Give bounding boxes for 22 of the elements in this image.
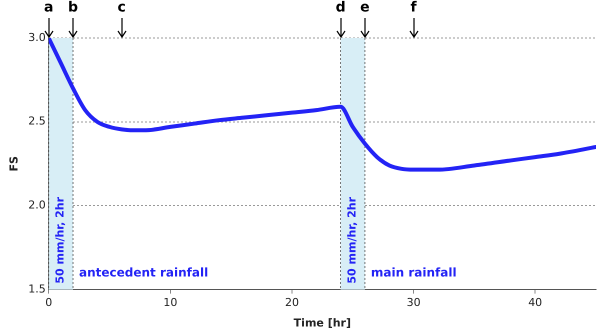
annotation: e — [360, 0, 370, 16]
x-tick-label: 20 — [284, 296, 299, 310]
y-tick-label: 2.5 — [28, 114, 46, 128]
text: f — [410, 0, 418, 16]
text: c — [118, 0, 126, 16]
y-tick-label: 1.5 — [28, 282, 46, 296]
annotation: b — [68, 0, 78, 16]
x-axis-title: Time [hr] — [294, 316, 352, 330]
y-axis-title: FS — [7, 156, 20, 172]
x-tick-label: 30 — [406, 296, 421, 310]
y-tick-label: 2.0 — [28, 198, 46, 212]
annotation: a — [44, 0, 54, 16]
annotation: antecedent rainfall — [79, 266, 208, 280]
annotation: main rainfall — [370, 266, 457, 280]
band-label: 50 mm/hr, 2hr — [346, 196, 359, 284]
x-tick-label: 0 — [45, 296, 52, 310]
x-tick-label: 10 — [163, 296, 178, 310]
y-tick-label: 3.0 — [28, 30, 46, 44]
annotation: d — [336, 0, 346, 16]
x-tick-label: 40 — [528, 296, 542, 310]
line-series — [48, 38, 596, 172]
band-label: 50 mm/hr, 2hr — [54, 196, 67, 284]
